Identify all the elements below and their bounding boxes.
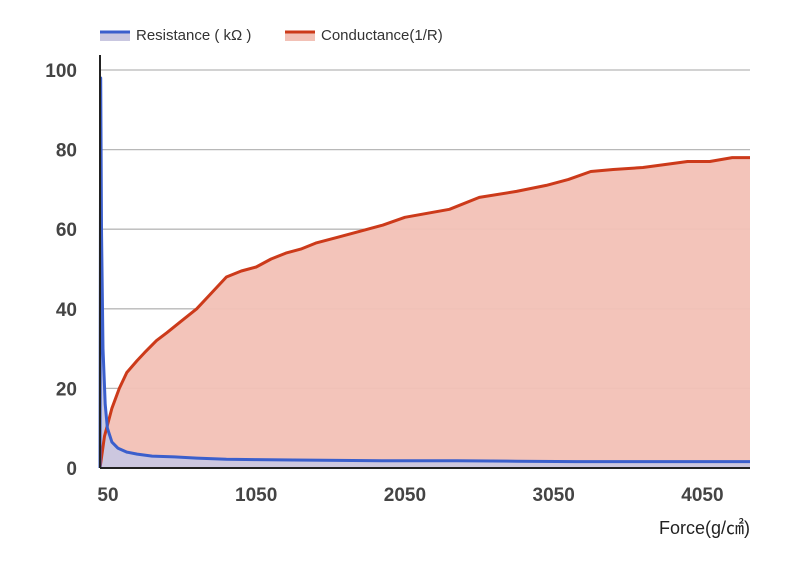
legend-label-0: Resistance ( kΩ ) xyxy=(136,27,251,44)
axes xyxy=(99,55,750,469)
x-tick-label: 3050 xyxy=(533,485,575,506)
y-tick-label: 60 xyxy=(56,220,77,241)
x-tick-label: 1050 xyxy=(235,485,277,506)
x-tick-label: 50 xyxy=(97,485,118,506)
series-lines xyxy=(98,76,750,469)
y-tick-label: 20 xyxy=(56,379,77,400)
series-areas xyxy=(100,78,750,468)
legend-swatch-fill-0 xyxy=(100,32,130,41)
x-tick-label: 4050 xyxy=(681,485,723,506)
legend-swatch-fill-1 xyxy=(285,32,315,41)
y-tick-label: 40 xyxy=(56,300,77,321)
x-axis-title: Force(g/㎠) xyxy=(659,517,750,538)
y-tick-label: 100 xyxy=(45,61,77,82)
legend: Resistance ( kΩ ) Conductance(1/R) xyxy=(100,27,443,44)
x-tick-label: 2050 xyxy=(384,485,426,506)
series-line-1 xyxy=(98,156,750,469)
y-tick-label: 0 xyxy=(66,459,77,480)
series-area-1 xyxy=(100,157,750,468)
y-tick-label: 80 xyxy=(56,141,77,162)
series-line-0 xyxy=(98,76,750,469)
legend-label-1: Conductance(1/R) xyxy=(321,27,443,44)
tick-labels: 0 20 40 60 80 100 50 1050 2050 3050 4050 xyxy=(45,61,723,506)
